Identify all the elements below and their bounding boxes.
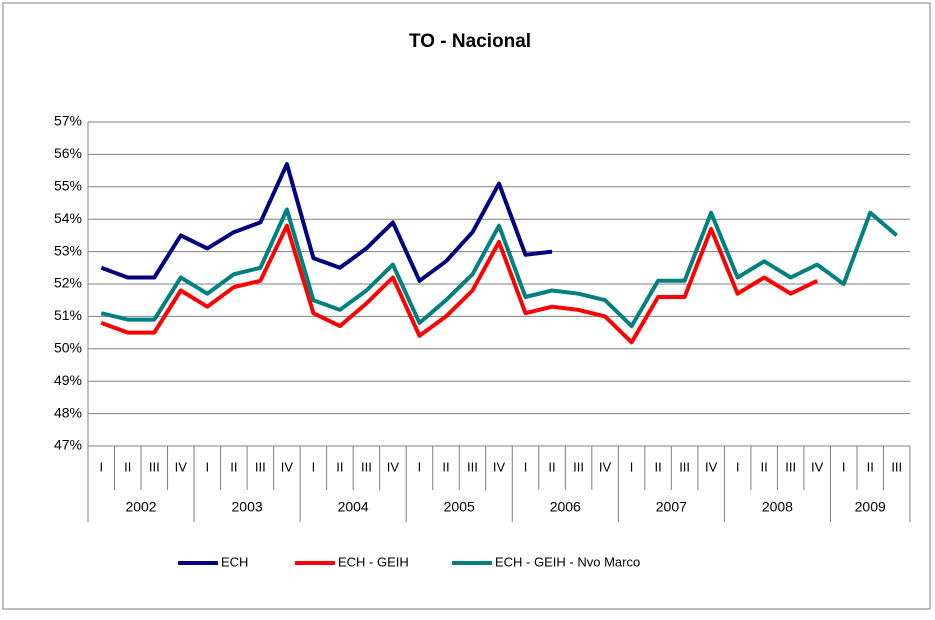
y-tick-label: 51% — [54, 307, 82, 323]
y-tick-label: 48% — [54, 404, 82, 420]
x-tick-label: II — [442, 459, 449, 474]
x-tick-label: II — [654, 459, 661, 474]
y-tick-label: 56% — [54, 145, 82, 161]
group-label: 2004 — [338, 499, 369, 515]
group-label: 2008 — [762, 499, 793, 515]
x-tick-label: I — [630, 459, 634, 474]
x-tick-label: I — [206, 459, 210, 474]
x-tick-label: II — [124, 459, 131, 474]
x-tick-label: I — [312, 459, 316, 474]
x-tick-label: I — [524, 459, 528, 474]
y-tick-label: 49% — [54, 372, 82, 388]
group-label: 2002 — [125, 499, 156, 515]
x-tick-label: III — [467, 459, 478, 474]
y-tick-label: 57% — [54, 113, 82, 129]
y-tick-label: 47% — [54, 437, 82, 453]
x-tick-label: III — [573, 459, 584, 474]
x-tick-label: I — [842, 459, 846, 474]
x-tick-label: IV — [387, 459, 400, 474]
chart-title: TO - Nacional — [409, 31, 531, 52]
x-tick-label: IV — [811, 459, 824, 474]
y-tick-label: 52% — [54, 275, 82, 291]
x-tick-label: I — [736, 459, 740, 474]
series-line — [100, 207, 899, 329]
group-label: 2003 — [232, 499, 263, 515]
x-tick-label: IV — [281, 459, 294, 474]
x-tick-label: III — [149, 459, 160, 474]
x-tick-label: I — [418, 459, 422, 474]
group-label: 2009 — [855, 499, 886, 515]
x-tick-label: III — [255, 459, 266, 474]
group-label: 2007 — [656, 499, 687, 515]
x-tick-label: III — [891, 459, 902, 474]
legend-label: ECH — [221, 554, 248, 569]
x-tick-label: II — [548, 459, 555, 474]
x-tick-label: III — [679, 459, 690, 474]
x-tick-label: IV — [705, 459, 718, 474]
y-tick-label: 55% — [54, 178, 82, 194]
x-tick-label: I — [99, 459, 103, 474]
x-tick-label: III — [361, 459, 372, 474]
x-tick-label: II — [230, 459, 237, 474]
y-tick-label: 54% — [54, 210, 82, 226]
y-tick-label: 50% — [54, 340, 82, 356]
x-tick-label: IV — [175, 459, 188, 474]
x-tick-label: IV — [493, 459, 506, 474]
group-label: 2006 — [550, 499, 581, 515]
x-tick-label: II — [867, 459, 874, 474]
legend-label: ECH - GEIH — [338, 554, 409, 569]
group-label: 2005 — [444, 499, 475, 515]
series-line — [100, 162, 553, 283]
x-tick-label: IV — [599, 459, 612, 474]
x-tick-label: III — [785, 459, 796, 474]
x-tick-label: II — [336, 459, 343, 474]
x-tick-label: II — [761, 459, 768, 474]
legend-label: ECH - GEIH - Nvo Marco — [495, 554, 640, 569]
chart-frame — [2, 2, 931, 610]
y-tick-label: 53% — [54, 242, 82, 258]
series-line — [100, 223, 819, 345]
